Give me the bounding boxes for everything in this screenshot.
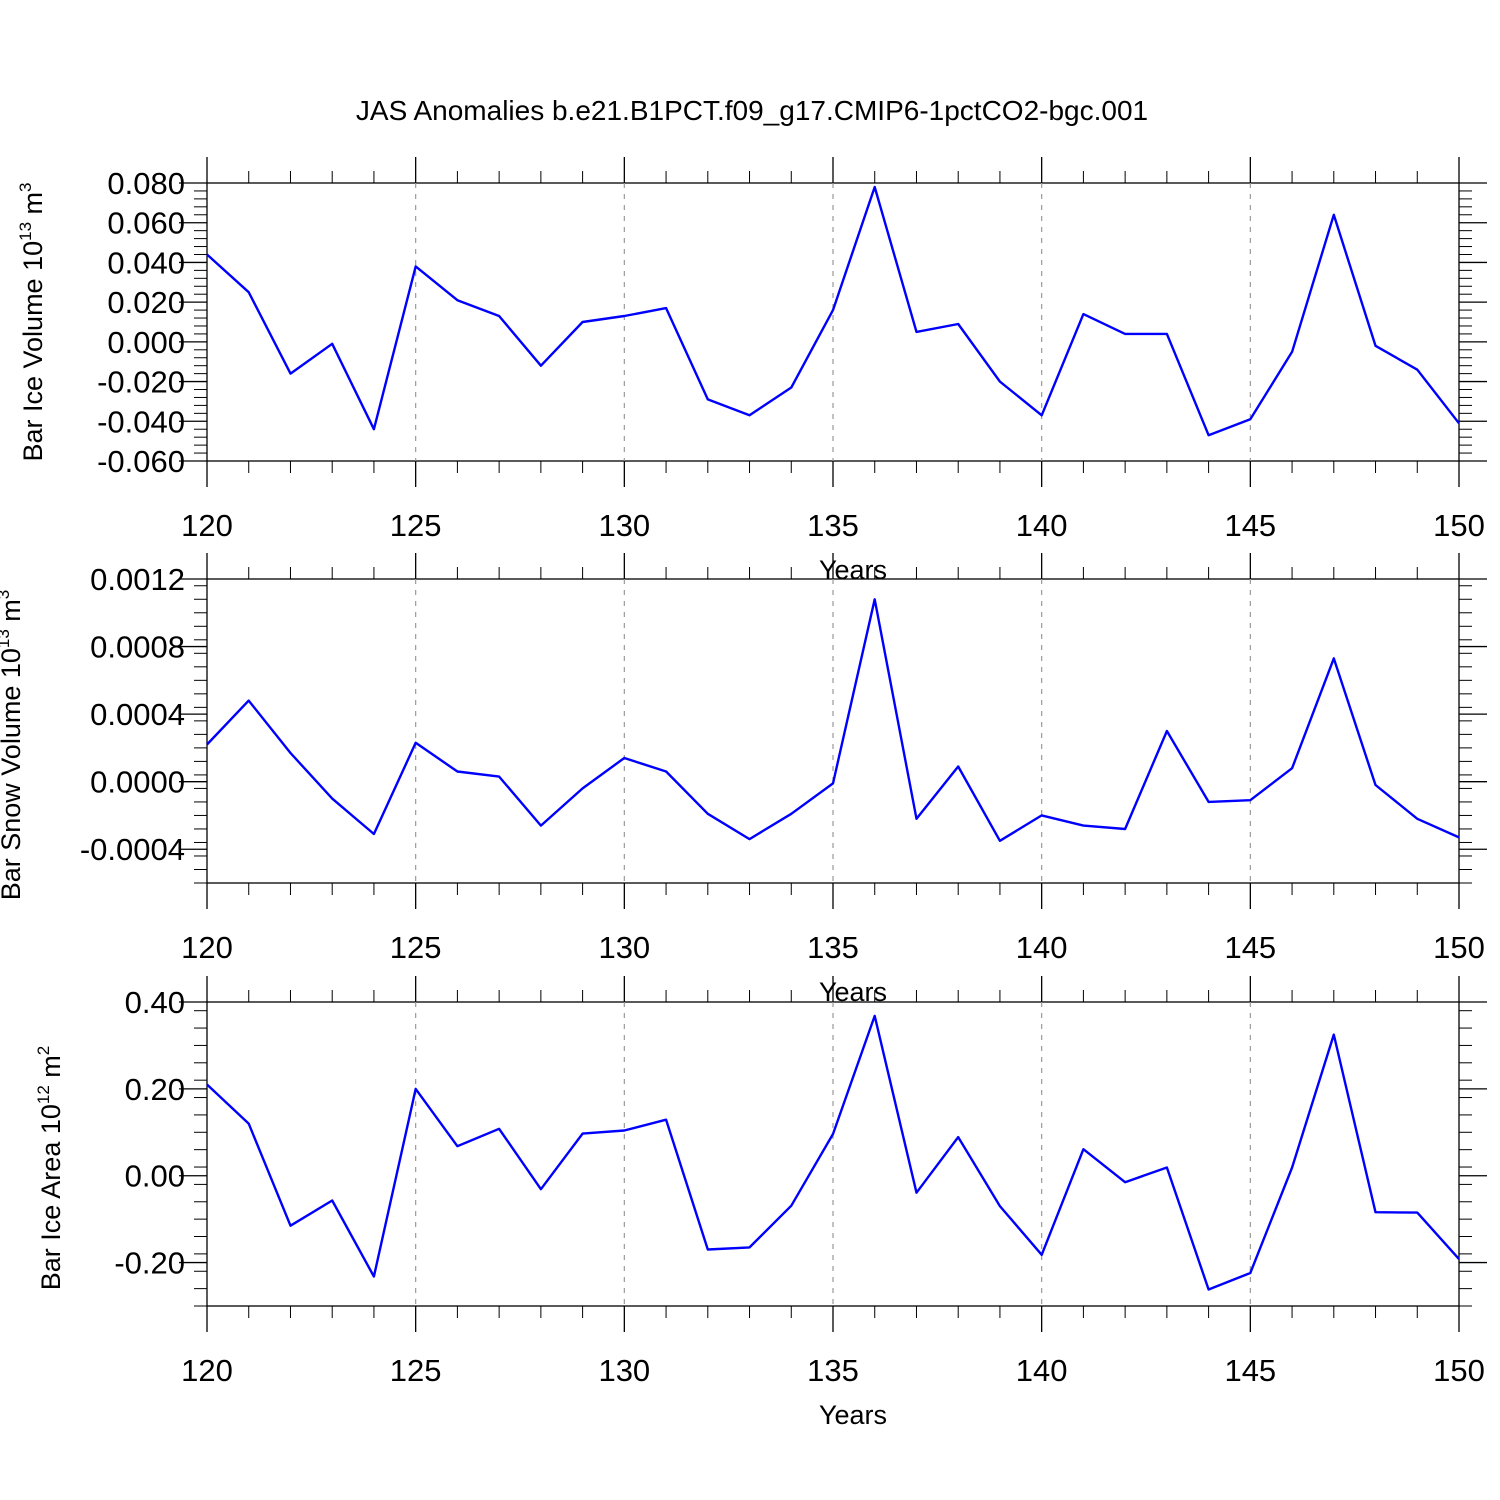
x-tick-label: 125 [390, 1353, 442, 1388]
y-tick-label: -0.040 [97, 404, 185, 439]
y-axis-label: Bar Snow Volume 1013 m3 [0, 590, 26, 901]
y-axis-label: Bar Ice Volume 1013 m3 [16, 182, 48, 461]
x-tick-label: 140 [1016, 508, 1068, 543]
x-axis-label: Years [819, 1400, 887, 1430]
chart-title: JAS Anomalies b.e21.B1PCT.f09_g17.CMIP6-… [356, 95, 1148, 126]
chart-panel-1: 120 125 130 135 140 145 150 -0.060 -0.040 -0.020 0… [16, 157, 1487, 585]
chart-panel-2: 120 125 130 135 140 145 150 -0.0004 0.0000 0.0004… [0, 553, 1487, 1007]
x-tick-label: 130 [598, 508, 650, 543]
x-axis-label: Years [819, 555, 887, 585]
x-tick-label: 150 [1433, 1353, 1485, 1388]
y-tick-label: 0.40 [125, 985, 185, 1020]
y-tick-label: 0.080 [107, 166, 185, 201]
y-tick-label: -0.060 [97, 444, 185, 479]
x-tick-label: 150 [1433, 508, 1485, 543]
x-tick-label: 135 [807, 930, 859, 965]
y-tick-label: -0.020 [97, 365, 185, 400]
y-tick-label: 0.060 [107, 206, 185, 241]
x-tick-label: 120 [181, 930, 233, 965]
x-tick-label: 125 [390, 930, 442, 965]
x-tick-label: 120 [181, 508, 233, 543]
x-tick-label: 135 [807, 508, 859, 543]
x-tick-label: 140 [1016, 930, 1068, 965]
y-tick-label: 0.00 [125, 1159, 185, 1194]
y-tick-label: 0.20 [125, 1072, 185, 1107]
series-line [206, 1014, 1460, 1291]
y-tick-label: 0.000 [107, 325, 185, 360]
y-tick-label: 0.020 [107, 285, 185, 320]
x-tick-label: 125 [390, 508, 442, 543]
y-tick-label: -0.0004 [80, 832, 185, 867]
y-tick-label: 0.0012 [90, 562, 185, 597]
x-tick-label: 145 [1224, 930, 1276, 965]
x-tick-label: 120 [181, 1353, 233, 1388]
x-tick-label: 145 [1224, 1353, 1276, 1388]
y-tick-label: 0.0000 [90, 765, 185, 800]
x-tick-label: 130 [598, 1353, 650, 1388]
series-line [206, 598, 1460, 842]
y-tick-label: 0.040 [107, 245, 185, 280]
y-axis-label: Bar Ice Area 1012 m2 [34, 1046, 66, 1291]
y-tick-label: -0.20 [114, 1246, 185, 1281]
plot-frame [206, 182, 1460, 462]
x-tick-label: 145 [1224, 508, 1276, 543]
x-tick-label: 130 [598, 930, 650, 965]
y-tick-label: 0.0008 [90, 630, 185, 665]
x-tick-label: 140 [1016, 1353, 1068, 1388]
x-tick-label: 150 [1433, 930, 1485, 965]
chart-panel-3: 120 125 130 135 140 145 150 -0.20 0.00 0.20 0.40 Ye… [34, 976, 1487, 1430]
series-line [206, 185, 1460, 437]
x-tick-label: 135 [807, 1353, 859, 1388]
y-tick-label: 0.0004 [90, 697, 185, 732]
